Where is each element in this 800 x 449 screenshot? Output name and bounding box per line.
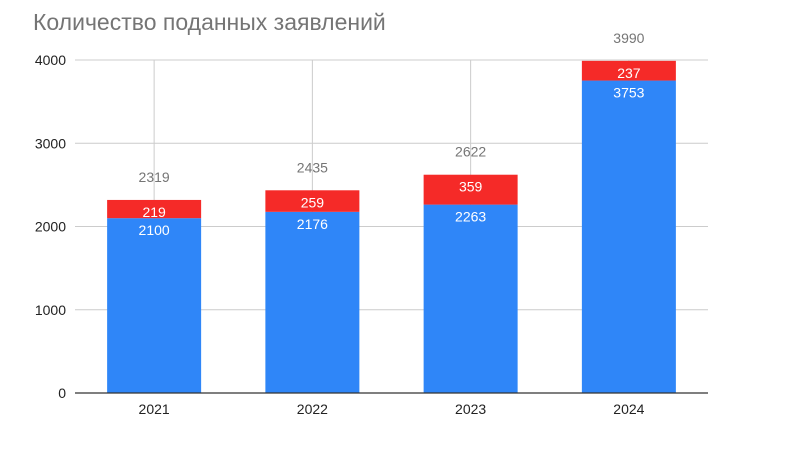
bar-total-label: 3990 — [613, 30, 644, 46]
bar-segment — [423, 174, 518, 205]
chart-title: Количество поданных заявлений — [33, 9, 386, 35]
bar-segment — [581, 60, 676, 81]
bar-segment-label: 2100 — [139, 222, 170, 238]
y-tick-label: 4000 — [35, 52, 66, 68]
bar-segment — [423, 204, 518, 393]
bar-segment-label: 2263 — [455, 209, 486, 225]
bar-total-label: 2319 — [139, 169, 170, 185]
bar-segment-label: 359 — [459, 179, 483, 195]
y-tick-label: 2000 — [35, 219, 66, 235]
bar-segment-label: 3753 — [613, 85, 644, 101]
axes: 0 1000 2000 3000 4000 2021 2022 2023 2024 — [35, 52, 708, 417]
x-tick-label: 2021 — [139, 401, 170, 417]
bar-segment — [107, 218, 202, 393]
bar-segment-label: 2176 — [297, 216, 328, 232]
bar-segment — [265, 190, 360, 212]
y-tick-label: 3000 — [35, 135, 66, 151]
x-tick-label: 2024 — [613, 401, 644, 417]
y-tick-label: 1000 — [35, 302, 66, 318]
bar-segment — [107, 199, 202, 219]
data-labels: 2100 219 2319 2176 259 2435 2263 359 2622 3753 237… — [139, 30, 645, 238]
bar-total-label: 2435 — [297, 159, 328, 175]
x-tick-label: 2023 — [455, 401, 486, 417]
x-tick-label: 2022 — [297, 401, 328, 417]
bar-total-label: 2622 — [455, 144, 486, 160]
bar-segment-label: 259 — [301, 194, 325, 210]
bar-segment-label: 219 — [142, 204, 166, 220]
bars — [107, 60, 676, 394]
bar-segment — [581, 80, 676, 394]
y-tick-label: 0 — [58, 385, 66, 401]
bar-segment — [265, 211, 360, 393]
bar-segment-label: 237 — [617, 65, 641, 81]
